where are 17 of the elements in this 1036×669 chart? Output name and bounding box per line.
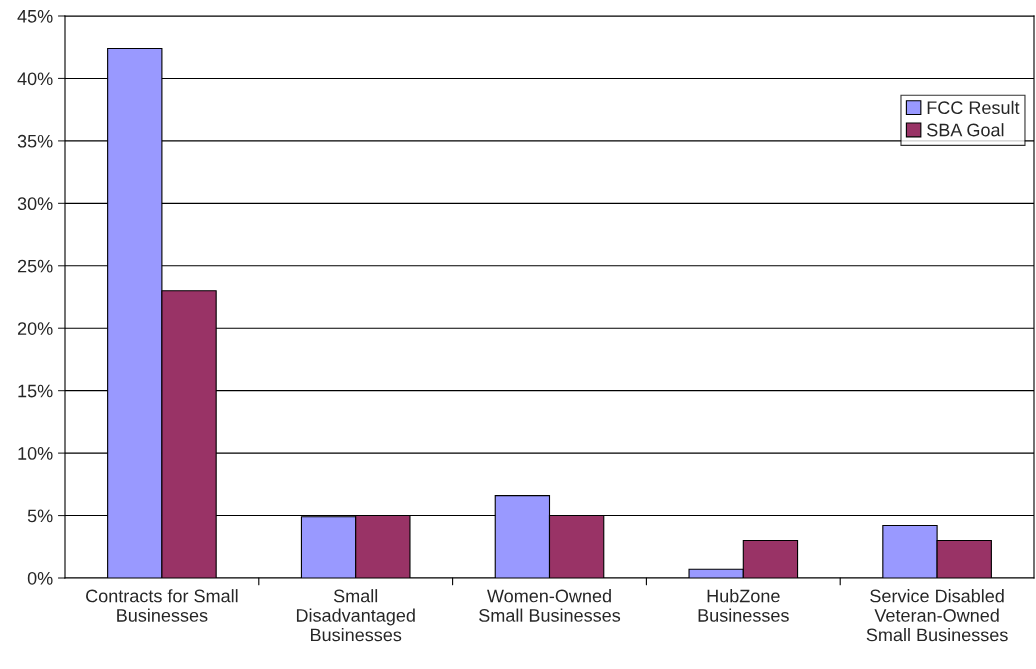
y-tick-label: 30% — [17, 197, 53, 211]
x-tick-label: HubZone Businesses — [698, 589, 789, 622]
x-tick-label: Contracts for Small Businesses — [86, 589, 238, 622]
y-tick-label: 45% — [17, 10, 53, 23]
y-tick-label: 35% — [17, 134, 53, 148]
y-tick-label: 10% — [18, 447, 53, 460]
y-tick-label: 5% — [27, 509, 53, 523]
legend-label: SBA Goal — [927, 123, 1004, 137]
x-tick-label: Women-Owned Small Businesses — [479, 589, 621, 622]
y-tick-label: 15% — [18, 384, 53, 398]
y-tick-label: 20% — [17, 322, 53, 335]
y-tick-label: 0% — [27, 571, 53, 585]
y-tick-label: 40% — [17, 72, 53, 86]
x-tick-label: Small Disadvantaged Businesses — [296, 589, 415, 642]
x-tick-label: Service Disabled Veteran-Owned Small Businesses — [866, 589, 1008, 642]
legend-label: FCC Result — [927, 100, 1020, 115]
y-tick-label: 25% — [17, 259, 53, 273]
